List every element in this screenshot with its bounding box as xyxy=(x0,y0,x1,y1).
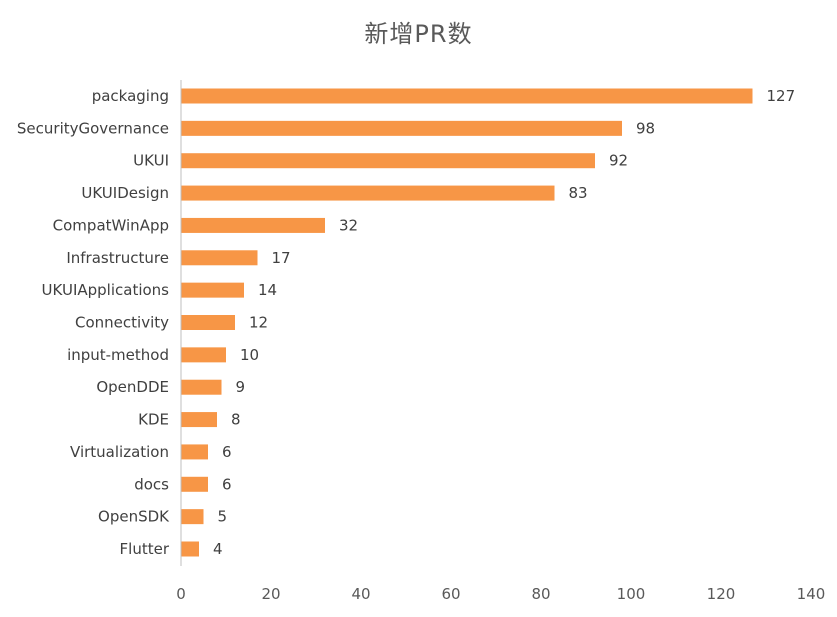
x-tick-label: 40 xyxy=(351,585,370,603)
bar-kde xyxy=(181,412,217,428)
data-label: 10 xyxy=(240,346,259,364)
bar-compatwinapp xyxy=(181,217,325,233)
x-tick-label: 20 xyxy=(261,585,280,603)
category-label: OpenSDK xyxy=(98,508,170,526)
data-label: 98 xyxy=(636,119,655,137)
bar-opendde xyxy=(181,379,222,395)
bar-input-method xyxy=(181,347,226,363)
data-label: 6 xyxy=(222,475,232,493)
category-label: KDE xyxy=(138,411,169,429)
category-label: UKUIApplications xyxy=(42,281,170,299)
data-label: 8 xyxy=(231,411,241,429)
bar-ukuidesign xyxy=(181,185,555,201)
bar-virtualization xyxy=(181,444,208,460)
bar-securitygovernance xyxy=(181,120,622,136)
x-tick-label: 100 xyxy=(617,585,646,603)
category-label: docs xyxy=(134,475,169,493)
category-label: Infrastructure xyxy=(66,249,169,267)
data-label: 32 xyxy=(339,216,358,234)
category-label: Virtualization xyxy=(70,443,169,461)
category-label: CompatWinApp xyxy=(53,216,169,234)
bar-packaging xyxy=(181,88,753,104)
category-label: UKUIDesign xyxy=(81,184,169,202)
bar-flutter xyxy=(181,541,199,557)
data-label: 12 xyxy=(249,314,268,332)
data-label: 5 xyxy=(218,508,228,526)
x-tick-label: 120 xyxy=(707,585,736,603)
category-label: Flutter xyxy=(120,540,170,558)
data-label: 127 xyxy=(767,87,796,105)
category-label: Connectivity xyxy=(75,314,169,332)
data-label: 4 xyxy=(213,540,223,558)
x-tick-label: 0 xyxy=(176,585,186,603)
data-label: 83 xyxy=(569,184,588,202)
bar-connectivity xyxy=(181,315,235,330)
x-axis-tick-labels: 0 20 40 60 80 100 120 140 xyxy=(176,585,825,603)
data-label: 17 xyxy=(272,249,291,267)
category-label: UKUI xyxy=(133,152,169,170)
bar-ukui xyxy=(181,153,595,169)
data-label: 92 xyxy=(609,152,628,170)
bar-ukuiapplications xyxy=(181,282,244,298)
data-label: 14 xyxy=(258,281,277,299)
category-label: OpenDDE xyxy=(96,378,169,396)
data-label: 6 xyxy=(222,443,232,461)
x-tick-label: 60 xyxy=(441,585,460,603)
bar-infrastructure xyxy=(181,250,258,266)
category-label: SecurityGovernance xyxy=(17,119,169,137)
bars-layer xyxy=(181,88,753,557)
category-labels: packaging SecurityGovernance UKUI UKUIDesig… xyxy=(17,87,170,558)
category-label: packaging xyxy=(92,87,169,105)
chart-title: 新增PR数 xyxy=(364,20,473,48)
category-label: input-method xyxy=(67,346,169,364)
x-tick-label: 140 xyxy=(797,585,826,603)
bar-opensdk xyxy=(181,509,204,525)
x-tick-label: 80 xyxy=(531,585,550,603)
bar-docs xyxy=(181,476,208,492)
data-label: 9 xyxy=(236,378,246,396)
